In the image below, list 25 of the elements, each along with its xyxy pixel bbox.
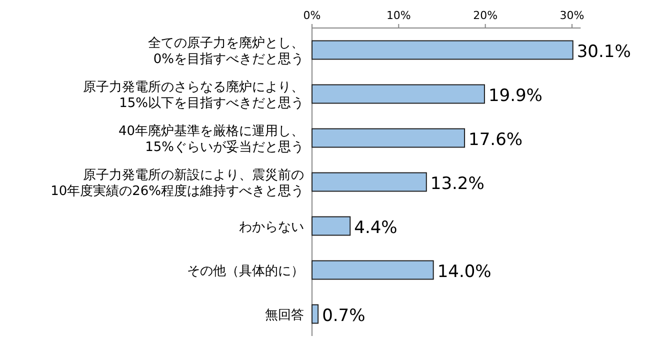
x-tick-label: 10% [386,9,411,22]
x-tick-label: 0% [303,9,321,22]
data-label: 17.6% [468,130,523,150]
y-tick-label: 原子力発電所のさらなる廃炉により、 15%以下を目指すべきだと思う [83,80,304,111]
bar [312,84,485,104]
y-tick-label: 無回答 [265,308,304,323]
bar [312,40,574,60]
x-tick-label: 30% [560,9,584,22]
bar [312,216,351,236]
bar [312,260,434,280]
data-label: 13.2% [430,174,484,194]
data-label: 19.9% [488,86,542,106]
data-label: 0.7% [322,306,366,326]
y-tick-label: 40年廃炉基準を厳格に運用し、 15%ぐらいが妥当だと思う [118,124,304,155]
y-tick-label: 原子力発電所の新設により、震災前の 10年度実績の26%程度は維持すべきと思う [50,168,304,199]
x-tick-label: 20% [473,9,498,22]
data-label: 30.1% [576,42,631,62]
data-label: 14.0% [437,262,492,282]
y-tick-label: その他（具体的に） [187,264,304,279]
y-tick-label: 全ての原子力を廃炉とし、 0%を目指すべきだと思う [148,36,304,67]
bar [312,172,427,192]
bar [312,128,466,148]
y-tick-label: わからない [239,220,304,235]
data-label: 4.4% [354,218,398,238]
bar [312,304,319,324]
